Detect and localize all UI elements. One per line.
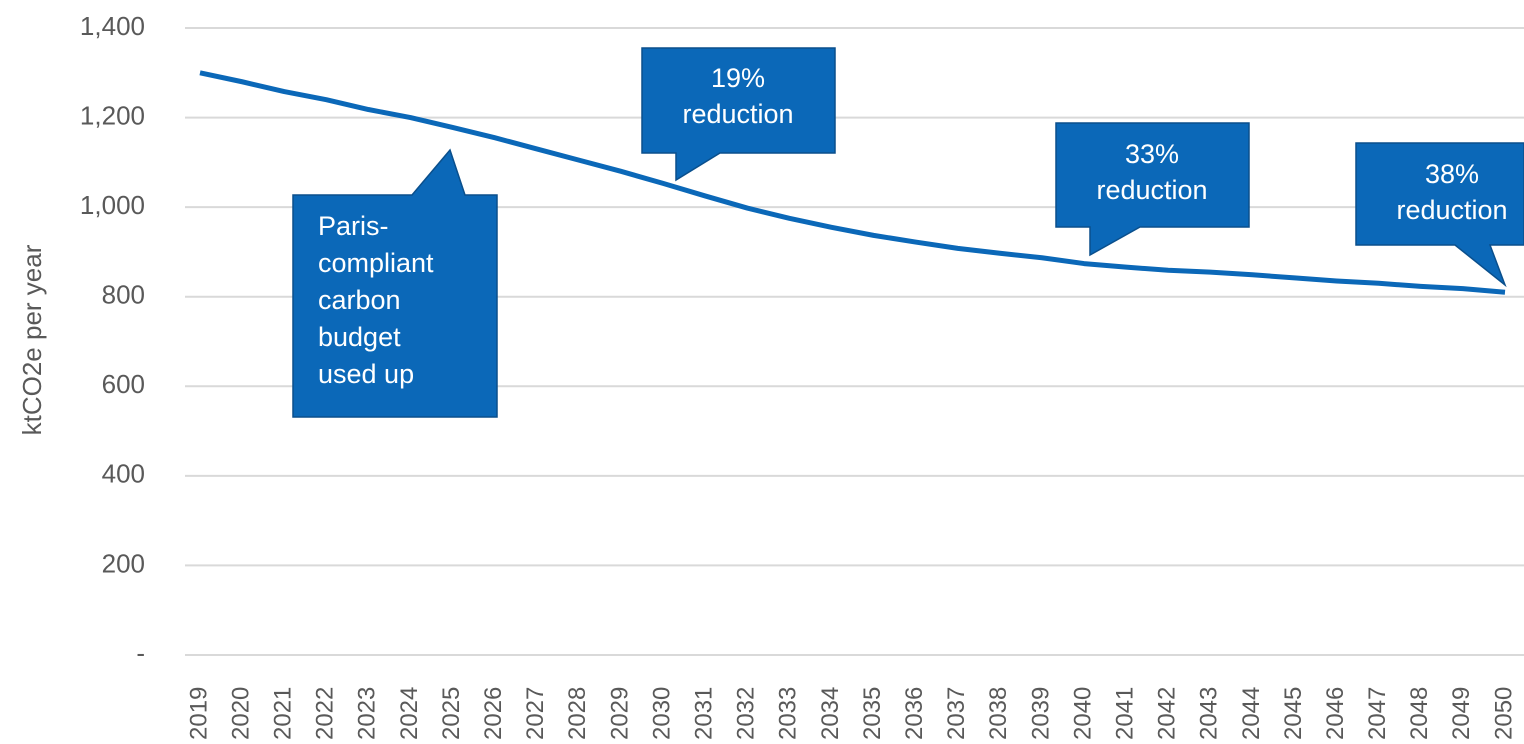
x-tick-label: 2034 — [817, 687, 844, 740]
x-tick-label: 2019 — [185, 687, 212, 740]
x-tick-label: 2020 — [227, 687, 254, 740]
x-tick-label: 2040 — [1069, 687, 1096, 740]
x-tick-label: 2028 — [564, 687, 591, 740]
x-tick-label: 2027 — [522, 687, 549, 740]
annotation: 19% — [711, 63, 765, 93]
y-tick-label: 600 — [102, 369, 145, 399]
x-tick-label: 2039 — [1027, 687, 1054, 740]
callout — [1355, 142, 1524, 288]
annotation: budget — [318, 322, 401, 352]
y-tick-label: 1,200 — [80, 100, 145, 130]
y-tick-label: 400 — [102, 459, 145, 489]
x-tick-label: 2025 — [438, 687, 465, 740]
x-tick-label: 2046 — [1322, 687, 1349, 740]
annotation: compliant — [318, 248, 434, 278]
y-tick-label: 1,400 — [80, 11, 145, 41]
annotation: carbon — [318, 285, 401, 315]
x-tick-label: 2045 — [1280, 687, 1307, 740]
x-tick-label: 2044 — [1238, 687, 1265, 740]
y-axis-label: ktCO2e per year — [17, 244, 47, 435]
x-tick-label: 2037 — [943, 687, 970, 740]
x-tick-label: 2050 — [1490, 687, 1517, 740]
annotation: 33% — [1125, 139, 1179, 169]
x-tick-label: 2043 — [1196, 687, 1223, 740]
callout — [1055, 122, 1250, 257]
x-tick-label: 2031 — [691, 687, 718, 740]
y-tick-label: 1,000 — [80, 190, 145, 220]
annotation: reduction — [1396, 195, 1507, 225]
annotation: 38% — [1425, 159, 1479, 189]
x-tick-label: 2024 — [396, 687, 423, 740]
x-tick-label: 2021 — [270, 687, 297, 740]
x-tick-label: 2026 — [480, 687, 507, 740]
x-tick-label: 2038 — [985, 687, 1012, 740]
y-tick-label: 800 — [102, 280, 145, 310]
line — [199, 70, 1506, 295]
x-tick-label: 2035 — [859, 687, 886, 740]
x-tick-label: 2041 — [1111, 687, 1138, 740]
callout — [641, 47, 836, 182]
x-tick-label: 2032 — [733, 687, 760, 740]
annotation: Paris- — [318, 211, 389, 241]
x-tick-label: 2023 — [354, 687, 381, 740]
x-tick-label: 2033 — [775, 687, 802, 740]
x-tick-label: 2022 — [312, 687, 339, 740]
x-tick-label: 2029 — [606, 687, 633, 740]
x-tick-label: 2048 — [1406, 687, 1433, 740]
x-tick-label: 2047 — [1364, 687, 1391, 740]
x-tick-label: 2036 — [901, 687, 928, 740]
x-tick-label: 2030 — [648, 687, 675, 740]
annotation: reduction — [682, 99, 793, 129]
y-tick-label: - — [136, 638, 145, 668]
x-tick-label: 2049 — [1448, 687, 1475, 740]
annotation: used up — [318, 359, 414, 389]
annotation: reduction — [1096, 175, 1207, 205]
x-tick-label: 2042 — [1154, 687, 1181, 740]
y-tick-label: 200 — [102, 548, 145, 578]
callout — [292, 148, 498, 418]
